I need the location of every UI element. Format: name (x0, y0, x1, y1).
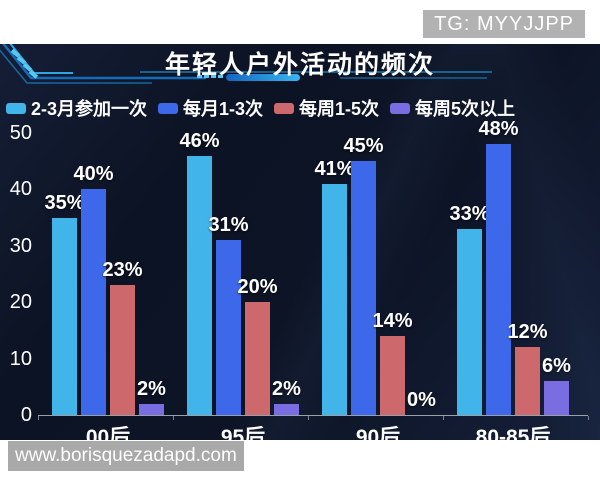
bar-cell: 12% (507, 133, 548, 415)
bar-cell: 45% (343, 133, 384, 415)
legend-item-2: 每周1-5次 (274, 95, 379, 121)
bar-cell: 48% (478, 118, 519, 415)
bar-2-3月参加一次 (187, 156, 212, 415)
x-axis-tick (308, 416, 309, 420)
legend-swatch-icon (390, 102, 411, 114)
x-axis-label-80-85后: 80-85后 (475, 426, 551, 440)
bar-每周5次以上 (544, 381, 569, 415)
chart-title: 年轻人户外活动的频次 (164, 51, 435, 79)
legend-item-1: 每月1-3次 (158, 95, 263, 121)
x-axis-tick (173, 416, 174, 420)
bar-value-label: 48% (478, 118, 519, 140)
bar-cell: 0% (407, 133, 436, 415)
bar-cell: 35% (44, 133, 85, 415)
y-tick-label: 20 (9, 291, 32, 314)
bar-cell: 33% (449, 133, 490, 415)
bar-cell: 2% (272, 133, 301, 415)
bar-cell: 2% (137, 133, 166, 415)
bar-group-95后: 46% 31% 20% 2% (179, 130, 301, 415)
bar-cell: 23% (102, 133, 143, 415)
bar-value-label: 20% (237, 276, 278, 298)
x-axis-label-00后: 00后 (85, 426, 131, 440)
bar-cell: 41% (314, 133, 355, 415)
bar-cell: 40% (73, 133, 114, 415)
bar-每周1-5次 (245, 302, 270, 415)
watermark-top-badge: TG: MYYJJPP (423, 10, 585, 38)
y-axis: 0 10 20 30 40 50 (0, 122, 32, 426)
legend-item-0: 2-3月参加一次 (6, 95, 147, 121)
bar-cell: 20% (237, 133, 278, 415)
bar-每月1-3次 (486, 144, 511, 415)
bar-value-label: 46% (179, 130, 220, 152)
bar-cell: 46% (179, 130, 220, 415)
x-axis-tick (38, 416, 39, 420)
bar-value-label: 2% (137, 378, 166, 400)
bar-value-label: 0% (407, 389, 436, 411)
legend: 2-3月参加一次 每月1-3次 每周1-5次 每周5次以上 (6, 95, 515, 121)
y-tick-label: 30 (9, 234, 32, 257)
bar-value-label: 6% (542, 355, 571, 377)
y-tick-label: 40 (9, 178, 32, 201)
x-axis-label-90后: 90后 (355, 426, 401, 440)
x-axis-tick (588, 416, 589, 420)
bar-group-90后: 41% 45% 14% 0% (314, 133, 436, 415)
bar-group-80-85后: 33% 48% 12% 6% (449, 118, 571, 415)
bar-value-label: 33% (449, 203, 490, 225)
bar-2-3月参加一次 (52, 218, 77, 415)
bar-每周1-5次 (110, 285, 135, 415)
x-axis-line (38, 415, 588, 416)
watermark-bottom-badge: www.borisquezadapd.com (8, 441, 244, 471)
chart-panel: 年轻人户外活动的频次 2-3月参加一次 每月1-3次 每周1-5次 每周5次以上 0 1… (0, 44, 600, 440)
y-tick-label: 50 (9, 122, 32, 144)
plot-area: 35% 40% 23% 2% 00后 46% 31% 20% 2% 95后 41% 45% 14% 0% 9… (38, 118, 589, 440)
bar-2-3月参加一次 (322, 184, 347, 415)
legend-swatch-icon (158, 102, 179, 114)
bar-value-label: 12% (507, 321, 548, 343)
bar-value-label: 14% (372, 310, 413, 332)
bar-每周5次以上 (274, 404, 299, 415)
bar-group-00后: 35% 40% 23% 2% (44, 133, 166, 415)
bar-每周5次以上 (139, 404, 164, 415)
bar-cell: 31% (208, 133, 249, 415)
legend-label: 每月1-3次 (183, 99, 264, 119)
legend-item-3: 每周5次以上 (390, 95, 515, 121)
bar-每月1-3次 (81, 189, 106, 415)
bar-每周1-5次 (515, 347, 540, 415)
bar-value-label: 35% (44, 192, 85, 214)
y-tick-label: 10 (9, 347, 32, 370)
bar-value-label: 31% (208, 214, 249, 236)
bar-value-label: 40% (73, 163, 114, 185)
bar-value-label: 41% (314, 158, 355, 180)
bar-value-label: 23% (102, 259, 143, 281)
y-tick-label: 0 (20, 404, 32, 426)
bar-每月1-3次 (216, 240, 241, 415)
bar-2-3月参加一次 (457, 229, 482, 415)
legend-label: 每周1-5次 (299, 99, 380, 119)
legend-swatch-icon (274, 102, 295, 114)
bar-value-label: 2% (272, 378, 301, 400)
legend-label: 每周5次以上 (415, 99, 516, 119)
legend-label: 2-3月参加一次 (31, 99, 148, 119)
x-axis-label-95后: 95后 (220, 426, 266, 440)
bar-value-label: 45% (343, 135, 384, 157)
bar-cell: 14% (372, 133, 413, 415)
bar-每月1-3次 (351, 161, 376, 415)
bar-cell: 6% (542, 133, 571, 415)
bar-每周1-5次 (380, 336, 405, 415)
legend-swatch-icon (6, 102, 26, 114)
x-axis-tick (443, 416, 444, 420)
